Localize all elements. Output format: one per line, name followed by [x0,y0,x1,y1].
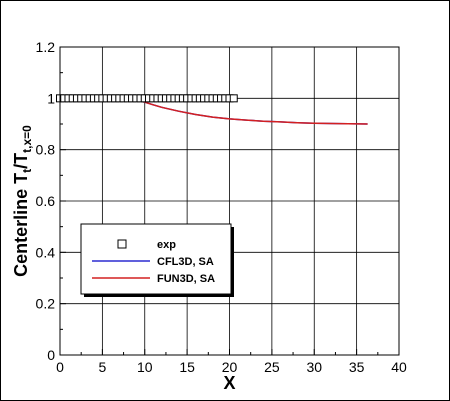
x-tick-label: 15 [179,359,195,375]
y-tick-label: 0.2 [36,296,56,312]
legend-label: FUN3D, SA [157,273,215,285]
legend-box [80,223,232,295]
y-axis-label-main: Centerline T [11,173,31,277]
y-axis-label-sub2: t,x=0 [20,125,34,153]
series-layer [56,94,368,125]
x-tick-label: 25 [264,359,280,375]
legend-shadow [84,294,234,297]
legend-label: CFL3D, SA [157,256,214,268]
data-point [229,94,238,103]
y-axis-label-sub1: t [20,169,34,173]
legend-items: exp CFL3D, SA FUN3D, SA [92,239,215,285]
x-tick-label: 30 [306,359,322,375]
plot-area [59,46,400,356]
x-tick-label: 5 [98,359,106,375]
x-tick-label: 35 [349,359,365,375]
legend-label: exp [157,239,176,251]
y-tick-label: 0.4 [36,244,56,260]
legend: exp CFL3D, SA FUN3D, SA [80,223,234,297]
x-tick-label: 40 [391,359,407,375]
y-tick-label: 0.6 [36,193,56,209]
x-axis-label: X [223,373,235,393]
y-tick-label: 0.8 [36,142,56,158]
x-tick-label: 0 [56,359,64,375]
legend-shadow-side [231,227,234,297]
x-tick-label: 10 [137,359,153,375]
tick-labels: 0 5 10 15 20 25 30 35 40 0 0.2 0.4 0.6 0.8 1 1.2 [36,39,407,375]
y-axis-label: Centerline Tt/Tt,x=0 [11,125,34,277]
y-tick-label: 0 [47,347,55,363]
y-tick-label: 1.2 [36,39,56,55]
y-axis-label-mid: /T [11,153,31,169]
x-tick-label: 20 [222,359,238,375]
y-tick-label: 1 [47,90,55,106]
legend-marker [117,239,127,249]
grid [59,46,400,356]
